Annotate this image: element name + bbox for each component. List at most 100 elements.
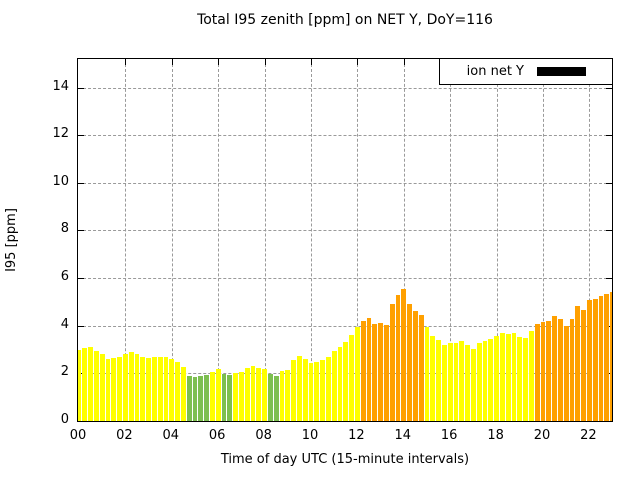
- plot-area: ion net Y: [77, 58, 613, 422]
- x-gridline: [218, 59, 220, 421]
- bar: [262, 369, 268, 421]
- x-tick-top: [264, 59, 266, 65]
- x-tick-top: [125, 59, 127, 65]
- x-gridline: [357, 59, 359, 421]
- bar: [581, 310, 587, 421]
- bar: [372, 323, 378, 421]
- bar: [534, 323, 540, 421]
- bar: [238, 371, 244, 421]
- bar: [552, 315, 558, 421]
- bar: [331, 351, 337, 421]
- bar: [378, 323, 384, 421]
- bar: [476, 343, 482, 421]
- bar: [424, 327, 430, 421]
- y-tick-label: 8: [60, 221, 69, 237]
- bar: [366, 318, 372, 421]
- y-gridline: [78, 135, 612, 137]
- bar: [140, 357, 146, 421]
- x-gridline: [171, 59, 173, 421]
- bar: [117, 356, 123, 421]
- y-gridline: [78, 182, 612, 184]
- bar: [111, 358, 117, 421]
- bar: [499, 332, 505, 421]
- y-gridline: [78, 278, 612, 280]
- bar: [412, 311, 418, 421]
- bar: [186, 375, 192, 421]
- bar: [441, 344, 447, 421]
- bar: [88, 346, 94, 421]
- x-gridline: [543, 59, 544, 421]
- chart-title: Total I95 zenith [ppm] on NET Y, DoY=116: [197, 12, 493, 28]
- x-tick-top: [171, 59, 173, 65]
- x-tick-top: [357, 59, 359, 65]
- bar: [488, 339, 494, 421]
- x-tick-label: 02: [116, 428, 133, 443]
- x-axis-title: Time of day UTC (15-minute intervals): [220, 452, 470, 467]
- x-gridline: [403, 59, 405, 421]
- y-tick-label: 12: [52, 126, 69, 142]
- bar: [395, 295, 401, 421]
- bar: [430, 336, 436, 421]
- x-gridline: [496, 59, 498, 421]
- x-gridline: [589, 59, 591, 421]
- bar: [418, 315, 424, 421]
- bar: [122, 353, 128, 421]
- bar: [308, 363, 314, 421]
- bar: [215, 368, 221, 421]
- y-gridline: [78, 325, 612, 327]
- bar: [93, 351, 99, 421]
- x-gridline: [125, 59, 127, 421]
- x-tick-top: [311, 59, 312, 65]
- bar: [134, 354, 140, 421]
- bar: [296, 356, 302, 421]
- bar: [198, 375, 204, 421]
- bar: [494, 336, 500, 421]
- bar: [151, 357, 157, 421]
- bar: [575, 305, 581, 421]
- y-tick-left: [78, 230, 84, 232]
- bar: [407, 303, 413, 421]
- bar: [349, 334, 355, 421]
- bar: [169, 359, 175, 421]
- bar: [401, 288, 407, 421]
- y-tick-right: [606, 182, 612, 184]
- bar: [128, 351, 134, 421]
- x-tick-label: 22: [580, 428, 597, 443]
- bar: [175, 361, 181, 421]
- y-axis-title: I95 [ppm]: [4, 208, 19, 272]
- bar: [291, 360, 297, 421]
- y-tick-left: [78, 182, 84, 184]
- bar: [470, 349, 476, 421]
- y-tick-right: [606, 87, 612, 89]
- y-tick-left: [78, 278, 84, 280]
- bar: [517, 337, 523, 421]
- x-tick-label: 00: [69, 428, 87, 443]
- bar: [320, 360, 326, 421]
- bar: [569, 318, 575, 421]
- legend-swatch: [537, 67, 586, 76]
- bar: [157, 356, 163, 421]
- bar: [511, 332, 517, 421]
- bar: [563, 325, 569, 421]
- bar: [465, 344, 471, 421]
- x-tick-label: 14: [394, 428, 412, 443]
- x-tick-top: [218, 59, 220, 65]
- x-gridline: [264, 59, 266, 421]
- y-gridline: [78, 87, 612, 89]
- y-tick-left: [78, 325, 84, 327]
- bar: [227, 375, 233, 421]
- bar: [256, 367, 262, 421]
- bar: [314, 362, 320, 421]
- y-gridline: [78, 230, 612, 232]
- bar: [221, 374, 227, 421]
- y-tick-right: [606, 230, 612, 232]
- bar: [482, 340, 488, 421]
- y-tick-left: [78, 135, 84, 137]
- bar: [505, 333, 511, 421]
- bar: [354, 326, 360, 421]
- legend-box: ion net Y: [439, 59, 612, 85]
- bar: [459, 341, 465, 421]
- x-gridline: [450, 59, 452, 421]
- x-tick-label: 08: [255, 428, 272, 443]
- x-tick-label: 06: [208, 428, 226, 443]
